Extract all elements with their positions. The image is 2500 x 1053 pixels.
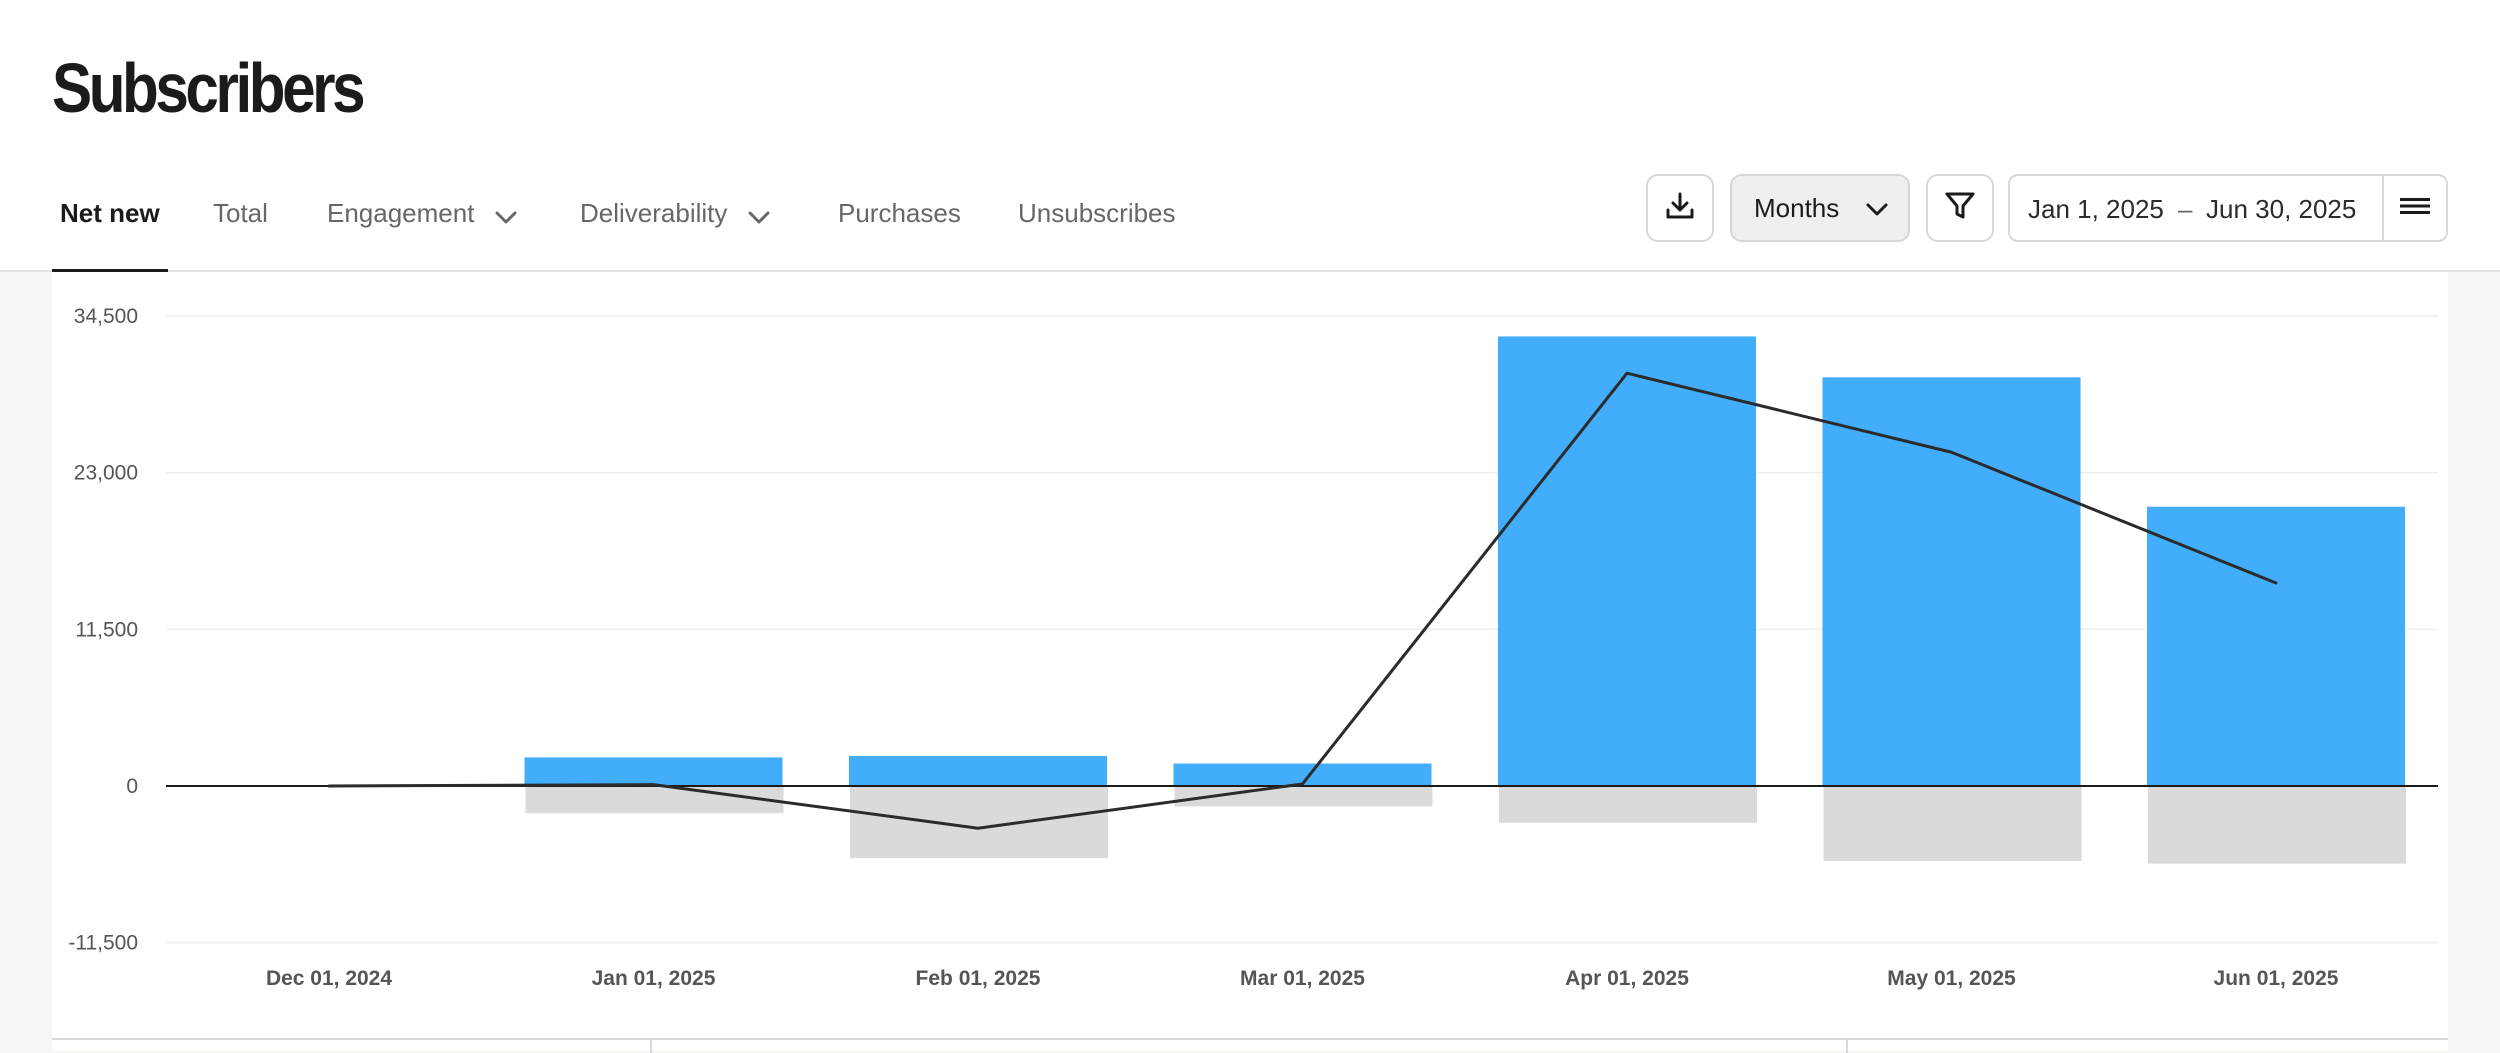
tab-net-new[interactable]: Net new: [52, 180, 168, 272]
date-separator: –: [2178, 194, 2193, 224]
tab-label: Deliverability: [580, 198, 728, 228]
tab-engagement[interactable]: Engagement: [327, 180, 518, 272]
chevron-down-icon: [747, 202, 771, 233]
chevron-down-icon: [494, 202, 518, 233]
header: Subscribers Net new Total Engagement Del…: [0, 0, 2500, 272]
filter-button[interactable]: [1926, 174, 1994, 242]
tab-purchases[interactable]: Purchases: [838, 180, 961, 272]
tab-label: Unsubscribes: [1018, 198, 1176, 228]
summary-strip: [52, 1038, 2448, 1053]
interval-select[interactable]: Months: [1730, 174, 1910, 242]
menu-icon: [2400, 195, 2430, 222]
tab-label: Purchases: [838, 198, 961, 228]
tab-label: Net new: [60, 198, 160, 228]
download-icon: [1664, 190, 1696, 227]
tab-label: Total: [213, 198, 268, 228]
chevron-down-icon: [1865, 194, 1889, 225]
date-end-field[interactable]: Jun 30, 2025: [2206, 194, 2357, 224]
interval-value: Months: [1754, 192, 1840, 223]
chart-panel: [52, 272, 2448, 1051]
date-range-picker: Jan 1, 2025 – Jun 30, 2025: [2008, 174, 2448, 242]
tab-label: Engagement: [327, 198, 475, 228]
page-title: Subscribers: [52, 49, 366, 127]
tab-deliverability[interactable]: Deliverability: [580, 180, 771, 272]
download-button[interactable]: [1646, 174, 1714, 242]
filter-icon: [1944, 190, 1976, 227]
tab-total[interactable]: Total: [213, 180, 268, 272]
tab-unsubscribes[interactable]: Unsubscribes: [1018, 180, 1176, 272]
divider: [1846, 1040, 1848, 1053]
date-start-field[interactable]: Jan 1, 2025: [2028, 194, 2164, 224]
divider: [650, 1040, 652, 1053]
date-options-button[interactable]: [2382, 176, 2446, 240]
